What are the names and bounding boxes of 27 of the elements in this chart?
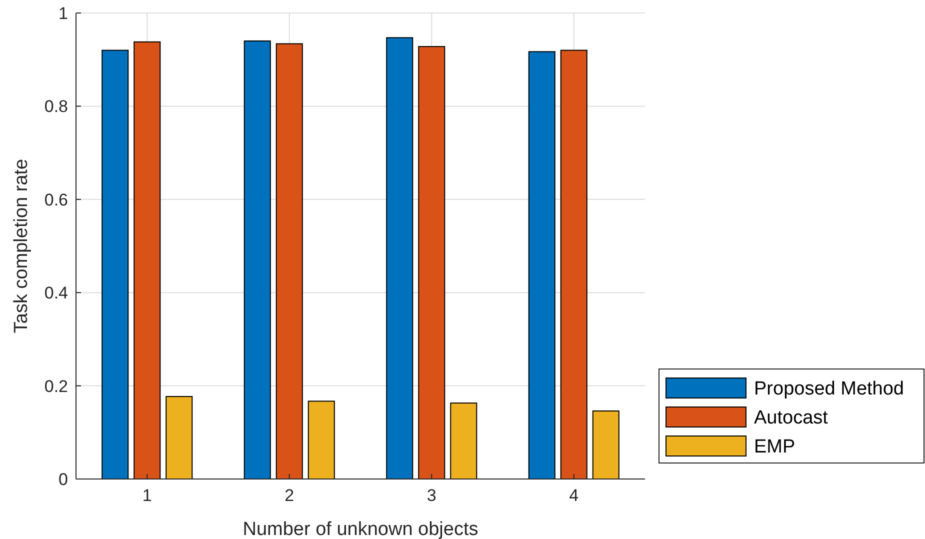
x-tick-label: 1 [142,486,152,505]
bar [560,50,588,480]
y-tick-label: 0.4 [44,284,68,303]
legend-label: EMP [754,436,796,458]
y-tick-label: 0.2 [44,376,68,396]
y-tick-label: 0.6 [44,190,68,210]
x-axis-title: Number of unknown objects [242,519,478,539]
bar [528,51,556,480]
bar [386,37,414,480]
legend-label: Autocast [754,408,829,429]
x-tick-label: 3 [426,486,436,505]
bar [134,41,161,480]
bar [276,43,303,480]
bar [592,410,620,480]
x-tick-label: 2 [284,486,294,505]
bar [308,400,335,480]
bar [418,46,446,480]
bar [450,402,478,480]
y-tick-label: 1 [58,4,68,23]
y-axis-title: Task completion rate [11,158,32,334]
legend-label: Proposed Method [754,378,904,400]
bar [244,40,271,480]
bar [102,50,129,480]
bar [166,396,193,480]
y-tick-label: 0 [58,470,68,489]
y-tick-label: 0.8 [44,97,68,116]
x-tick-label: 4 [569,486,579,505]
